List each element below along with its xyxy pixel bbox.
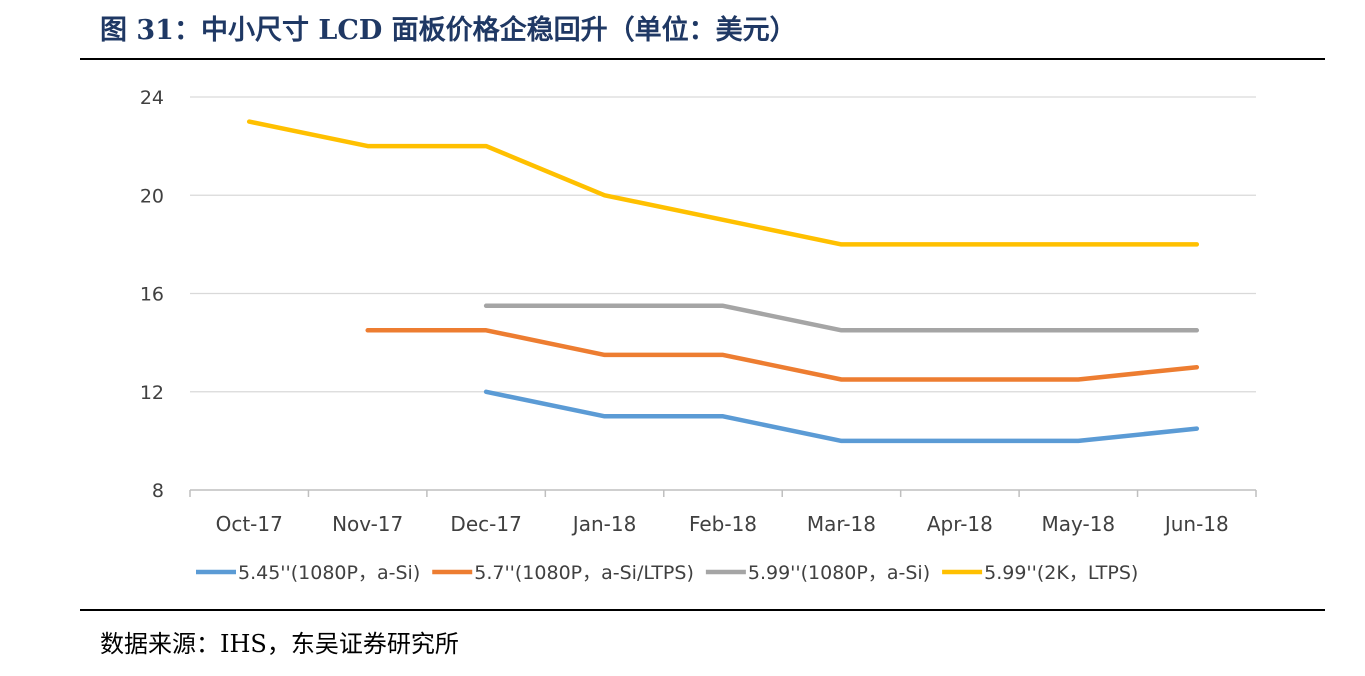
x-tick-label: Apr-18 [927, 512, 993, 536]
x-tick-label: May-18 [1041, 512, 1115, 536]
y-tick-label: 24 [140, 87, 164, 109]
series-line-4 [246, 119, 1200, 247]
line-chart: 8 12 16 20 24 Oct-17 Nov-17 Dec-17 Jan-18 Feb-18… [140, 87, 1257, 584]
y-tick-label: 8 [152, 480, 164, 502]
legend-item: 5.45''(1080P，a-Si) [196, 562, 420, 584]
figure-title: 图 31：中小尺寸 LCD 面板价格企稳回升（单位：美元） [100, 15, 797, 46]
series-line-2 [365, 328, 1200, 382]
legend: 5.45''(1080P，a-Si) 5.7''(1080P，a-Si/LTPS)… [196, 562, 1138, 584]
legend-item: 5.99''(2K，LTPS) [942, 562, 1138, 584]
legend-label: 5.99''(1080P，a-Si) [748, 562, 930, 584]
legend-label: 5.99''(2K，LTPS) [984, 562, 1138, 584]
x-tick-label: Oct-17 [216, 512, 283, 536]
x-tick-label: Nov-17 [332, 512, 403, 536]
x-tick-label: Dec-17 [450, 512, 521, 536]
bottom-divider [80, 609, 1325, 611]
legend-item: 5.7''(1080P，a-Si/LTPS) [432, 562, 694, 584]
x-tick-label: Jan-18 [571, 512, 637, 536]
legend-label: 5.7''(1080P，a-Si/LTPS) [474, 562, 694, 584]
y-tick-label: 16 [140, 284, 164, 306]
x-tick-label: Mar-18 [807, 512, 876, 536]
legend-item: 5.99''(1080P，a-Si) [705, 562, 930, 584]
x-tick-label: Feb-18 [689, 512, 757, 536]
y-tick-label: 12 [140, 382, 164, 404]
series-line-1 [483, 389, 1200, 444]
y-tick-labels: 8 12 16 20 24 [140, 87, 164, 502]
legend-label: 5.45''(1080P，a-Si) [238, 562, 420, 584]
x-tick-label: Jun-18 [1163, 512, 1229, 536]
gridlines [190, 96, 1256, 393]
series-lines [246, 119, 1200, 444]
x-tick-labels: Oct-17 Nov-17 Dec-17 Jan-18 Feb-18 Mar-18 Apr-… [216, 512, 1229, 536]
figure-source: 数据来源：IHS，东吴证券研究所 [100, 630, 459, 658]
y-tick-label: 20 [140, 185, 164, 207]
x-axis [189, 489, 1257, 497]
series-line-3 [483, 303, 1200, 333]
top-divider [80, 58, 1325, 60]
